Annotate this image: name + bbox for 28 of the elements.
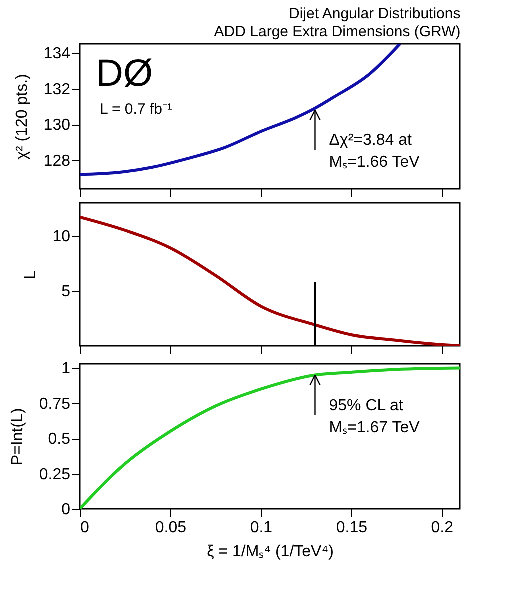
line-series — [80, 216, 460, 346]
annotation: Δχ²=3.84 at Mₛ=1.66 TeV — [329, 132, 420, 172]
y-tick-label: 0 — [62, 502, 71, 518]
y-tick-label: 130 — [44, 117, 71, 134]
line-series — [80, 366, 460, 509]
x-tick-label: 0.2 — [431, 520, 454, 536]
x-tick-label: 0 — [80, 520, 90, 536]
annotation: DØ — [96, 53, 153, 95]
y-tick-label: 0.5 — [48, 431, 71, 448]
annotation: L = 0.7 fb⁻¹ — [100, 101, 172, 118]
y-axis-title: χ² (120 pts.) — [14, 74, 31, 160]
y-tick-label: 5 — [62, 284, 71, 300]
chart-subtitle: ADD Large Extra Dimensions (GRW) — [214, 23, 461, 40]
y-axis-title: L — [22, 270, 40, 280]
y-axis-title: P=Int(L) — [9, 408, 26, 466]
y-tick-label: 1 — [62, 360, 71, 378]
y-tick-label: 132 — [44, 81, 71, 98]
chart-title: Dijet Angular Distributions — [289, 5, 461, 22]
y-tick-label: 0.25 — [39, 466, 71, 484]
x-tick-label: 0.05 — [155, 520, 187, 536]
x-axis-title: ξ = 1/Mₛ⁴ (1/TeV⁴) — [207, 544, 334, 560]
y-tick-label: 10 — [52, 228, 71, 246]
y-tick-label: 0.75 — [39, 396, 71, 413]
x-tick-label: 0.15 — [336, 520, 368, 536]
y-tick-label: 134 — [44, 45, 71, 62]
y-tick-label: 128 — [44, 152, 71, 170]
annotation: 95% CL at Mₛ=1.67 TeV — [329, 397, 420, 436]
x-tick-label: 0.1 — [250, 520, 273, 536]
